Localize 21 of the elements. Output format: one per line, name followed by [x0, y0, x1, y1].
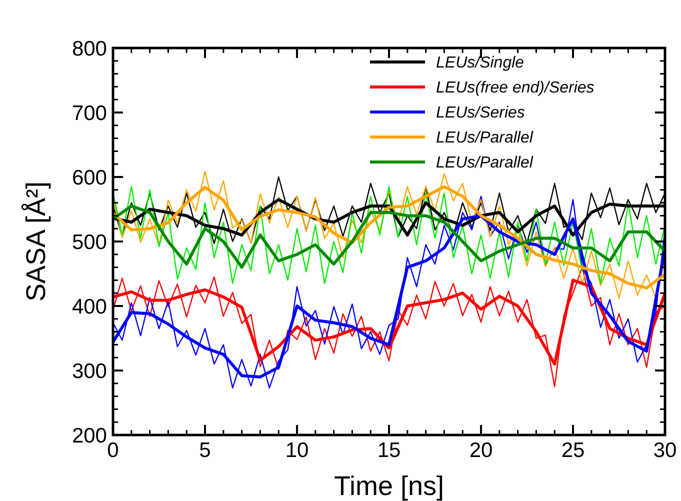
y-tick-label: 600: [72, 166, 107, 190]
legend-label: LEUs(free end)/Series: [436, 80, 594, 97]
x-tick-label: 25: [561, 439, 585, 462]
legend-label: LEUs/Single: [436, 54, 524, 72]
legend-label: LEUs/Series: [436, 104, 525, 122]
legend-label: LEUs/Parallel: [436, 130, 534, 147]
y-tick-label: 400: [72, 295, 107, 318]
y-tick-label: 200: [72, 424, 107, 448]
y-axis-title: SASA [Å²]: [21, 181, 51, 302]
x-tick-label: 10: [285, 439, 309, 462]
x-tick-label: 0: [107, 439, 119, 462]
y-tick-label: 500: [72, 230, 107, 254]
x-tick-label: 20: [469, 439, 493, 462]
y-tick-label: 300: [72, 360, 107, 383]
x-axis-title: Time [ns]: [334, 471, 444, 501]
y-tick-label: 800: [72, 37, 107, 60]
legend-label: LEUs/Parallel: [436, 154, 534, 172]
x-tick-label: 30: [653, 439, 677, 462]
x-tick-label: 5: [199, 439, 211, 462]
y-tick-label: 700: [72, 102, 107, 125]
x-tick-label: 15: [377, 439, 401, 462]
